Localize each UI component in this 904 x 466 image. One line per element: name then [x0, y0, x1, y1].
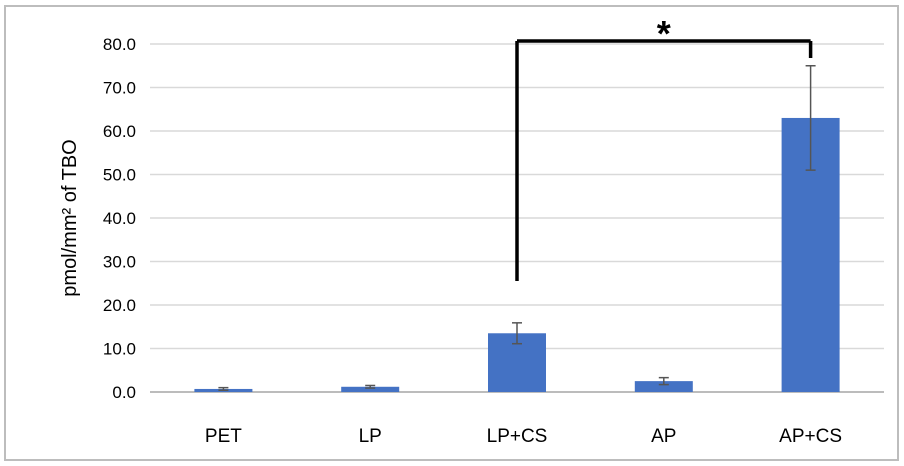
- x-tick-label: PET: [205, 426, 242, 447]
- x-axis: PET LP LP+CS AP AP+CS: [205, 426, 842, 447]
- y-tick-label: 10.0: [103, 340, 136, 359]
- x-tick-label: AP+CS: [779, 426, 842, 447]
- x-tick-label: LP+CS: [487, 426, 548, 447]
- x-tick-label: LP: [359, 426, 382, 447]
- bar: [341, 386, 400, 392]
- significance-bracket: *: [515, 13, 813, 281]
- y-axis-label: pmol/mm² of TBO: [59, 139, 81, 296]
- y-tick-label: 70.0: [103, 79, 136, 98]
- y-tick-label: 50.0: [103, 166, 136, 185]
- y-axis: 0.0 10.0 20.0 30.0 40.0 50.0 60.0 70.0 80.0: [103, 35, 136, 402]
- significance-star: *: [657, 13, 671, 54]
- y-tick-label: 30.0: [103, 253, 136, 272]
- y-tick-label: 80.0: [103, 35, 136, 54]
- error-bars: [218, 65, 816, 392]
- y-tick-label: 60.0: [103, 122, 136, 141]
- y-tick-label: 40.0: [103, 209, 136, 228]
- chart-border: [4, 5, 899, 461]
- x-tick-label: AP: [651, 426, 676, 447]
- y-tick-label: 20.0: [103, 296, 136, 315]
- y-tick-label: 0.0: [112, 383, 136, 402]
- bar: [634, 381, 693, 392]
